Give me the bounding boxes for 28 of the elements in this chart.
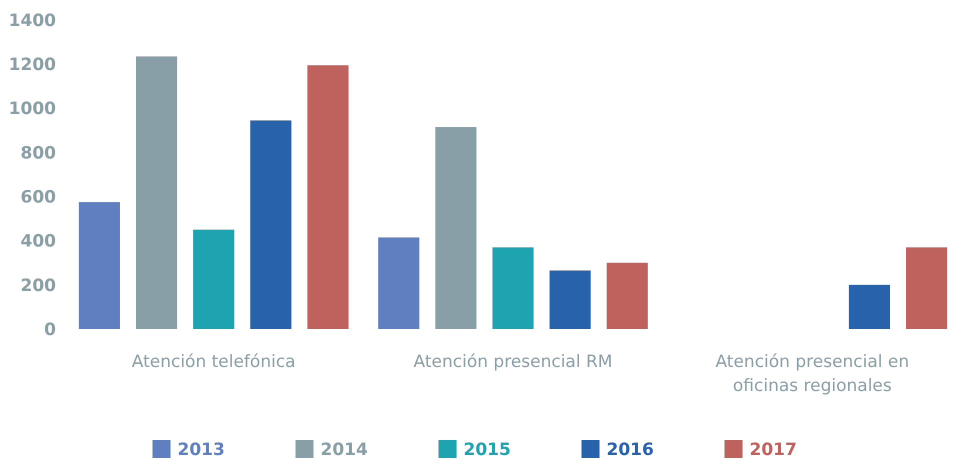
bar bbox=[435, 127, 476, 329]
x-tick-label: Atención telefónica bbox=[132, 352, 296, 372]
y-tick-label: 600 bbox=[20, 188, 56, 208]
bar bbox=[848, 284, 890, 329]
y-tick-label: 400 bbox=[20, 232, 56, 252]
y-tick-label: 1200 bbox=[8, 55, 56, 76]
x-tick-label: Atención presencial RM bbox=[414, 352, 612, 372]
y-tick-label: 800 bbox=[20, 143, 56, 164]
x-tick-label: Atención presencial en oficinas regionales bbox=[715, 352, 910, 396]
bar bbox=[492, 247, 534, 329]
legend-label: 2017 bbox=[750, 440, 797, 460]
bar bbox=[193, 230, 234, 329]
y-tick-label: 1000 bbox=[8, 99, 56, 120]
y-tick-label: 200 bbox=[20, 276, 56, 296]
y-tick-label: 1400 bbox=[8, 10, 56, 31]
legend-label: 2014 bbox=[320, 440, 368, 460]
bar bbox=[307, 65, 349, 329]
bar bbox=[606, 262, 648, 329]
legend-label: 2015 bbox=[464, 440, 511, 460]
bar bbox=[136, 56, 178, 329]
y-tick-label: 0 bbox=[44, 320, 56, 340]
legend-label: 2016 bbox=[606, 440, 654, 460]
bar bbox=[550, 270, 591, 329]
legend-label: 2013 bbox=[178, 440, 225, 460]
bar bbox=[906, 247, 948, 329]
bar bbox=[78, 202, 120, 329]
bar bbox=[378, 237, 420, 329]
bar bbox=[250, 120, 292, 329]
